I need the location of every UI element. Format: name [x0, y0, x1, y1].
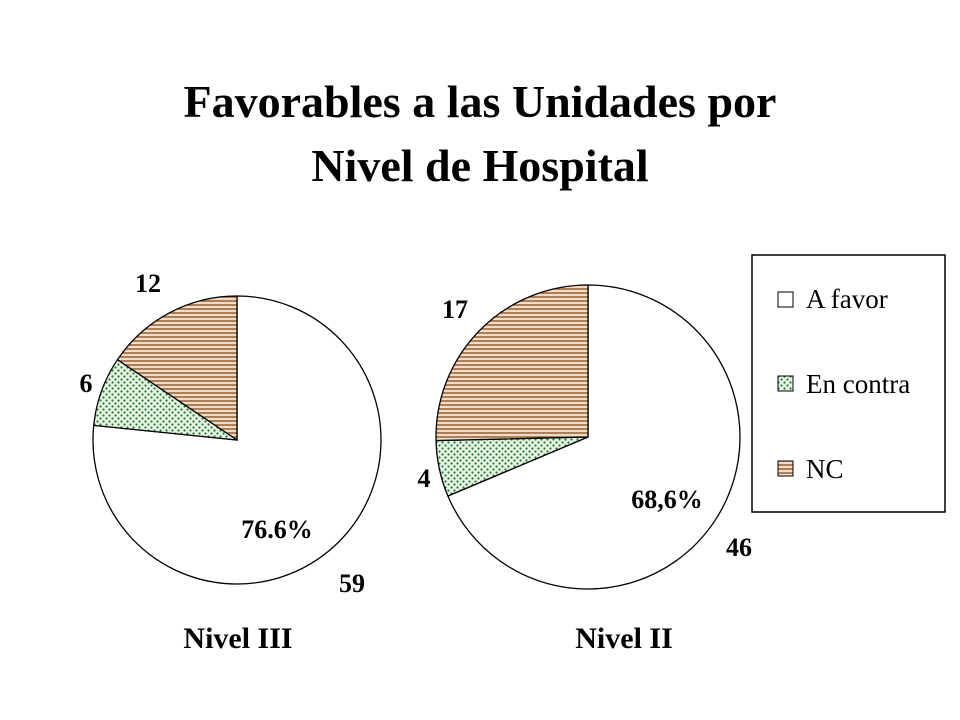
pie-annotation: 68,6%	[631, 485, 703, 514]
slice-label-nc: 12	[135, 269, 161, 298]
pie-nivel-ii: 17 4 46 68,6% Nivel II	[418, 284, 752, 655]
legend-swatch-nc	[777, 460, 794, 477]
pie-slice-nc	[116, 295, 238, 442]
slice-label-a-favor: 46	[726, 533, 752, 562]
legend-item-nc: NC	[777, 454, 844, 484]
chart-title-line1: Favorables a las Unidades por	[183, 76, 777, 127]
legend-swatch-a-favor	[777, 291, 794, 308]
chart-title: Favorables a las Unidades por Nivel de H…	[0, 70, 960, 198]
pie-annotation: 76.6%	[241, 515, 313, 544]
pie-slice-a-favor	[447, 284, 741, 590]
slice-label-en-contra: 6	[80, 369, 93, 398]
pie-nivel-iii: 12 6 59 76.6% Nivel III	[80, 269, 382, 655]
pie-nivel-iii-slices	[92, 295, 382, 585]
legend-label-a-favor: A favor	[806, 284, 888, 314]
legend-item-en-contra: En contra	[777, 369, 910, 399]
slice-label-a-favor: 59	[339, 569, 365, 598]
legend-label-nc: NC	[806, 454, 844, 484]
legend-swatch-en-contra	[777, 375, 794, 392]
pie-slice-nc	[435, 284, 589, 442]
pie-nivel-ii-slices	[435, 284, 741, 590]
pie-caption: Nivel II	[575, 622, 673, 655]
chart-title-line2: Nivel de Hospital	[311, 140, 649, 191]
legend-item-a-favor: A favor	[777, 284, 888, 314]
slice-label-en-contra: 4	[418, 464, 431, 493]
slice-label-nc: 17	[442, 295, 468, 324]
legend: A favor En contra NC	[751, 254, 946, 513]
legend-label-en-contra: En contra	[806, 369, 910, 399]
pie-caption: Nivel III	[183, 622, 292, 655]
